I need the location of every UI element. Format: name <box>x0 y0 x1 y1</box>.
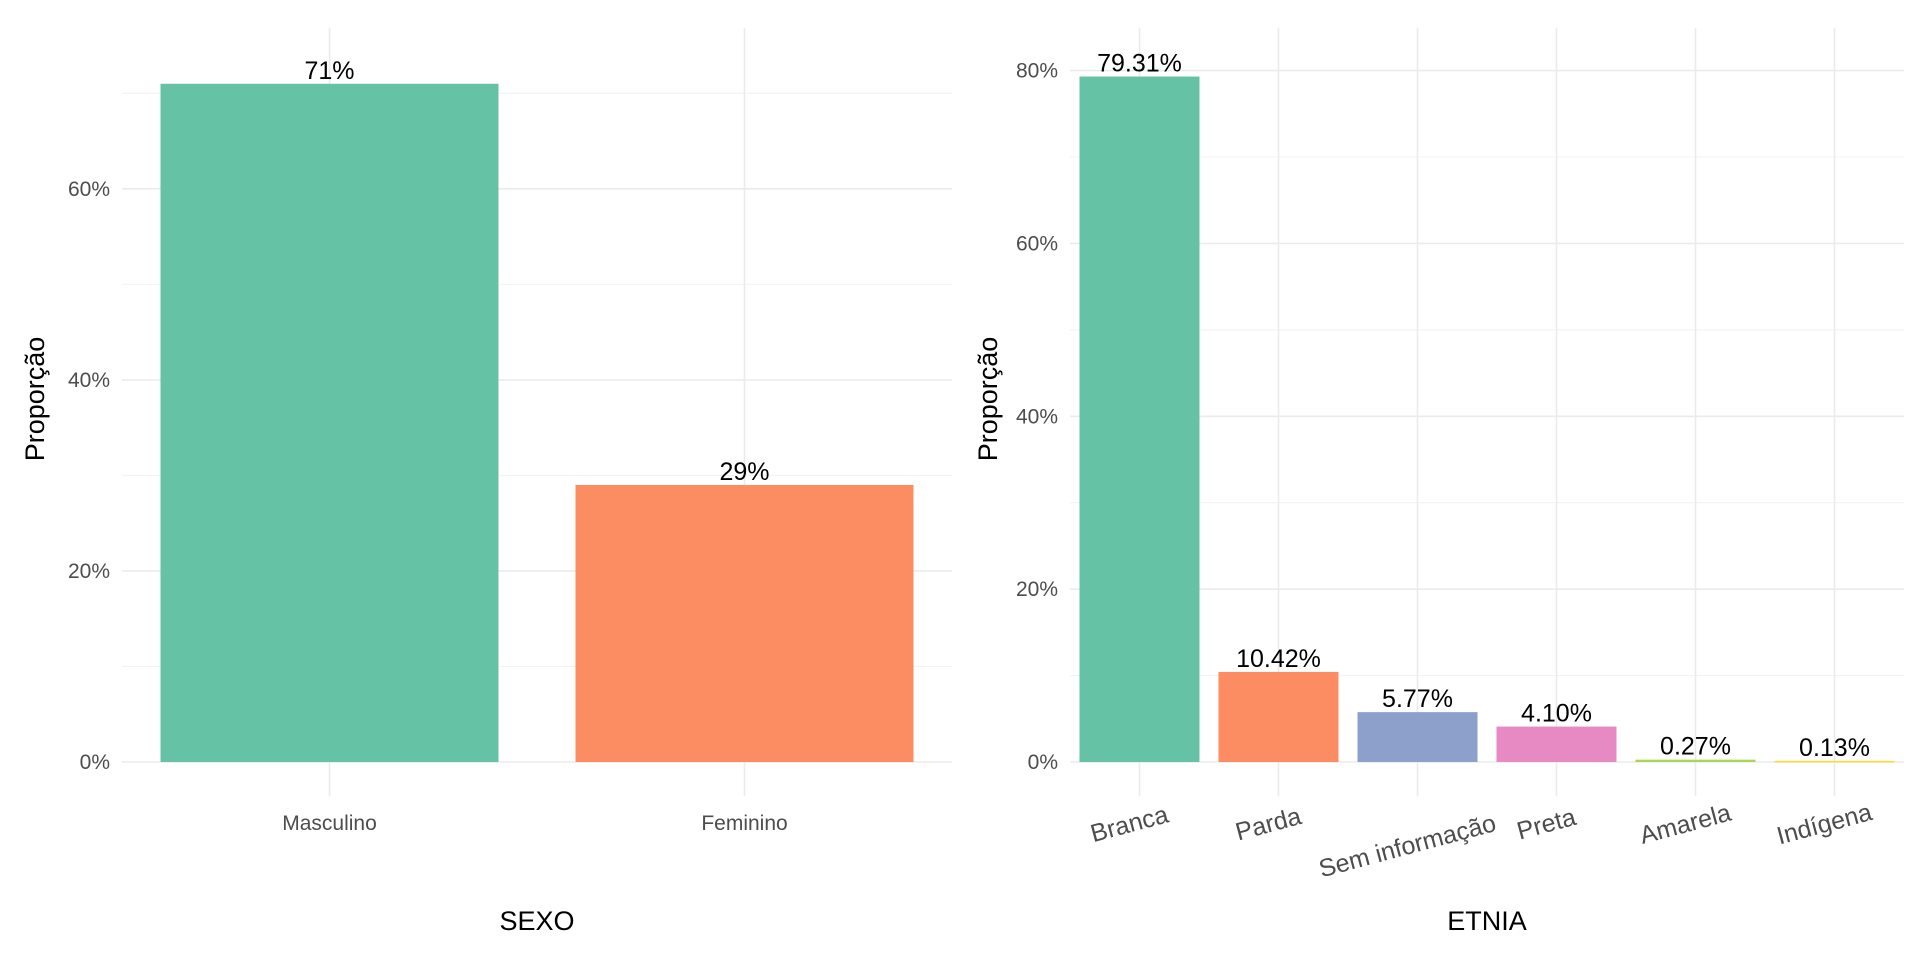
bar-feminino <box>575 484 914 762</box>
x-tick-label-sem-informacao: Sem informação <box>1316 809 1499 883</box>
x-tick-label-indigena: Indígena <box>1774 798 1875 850</box>
y-tick-label: 40% <box>68 369 110 392</box>
y-axis-title: Proporção <box>20 337 50 462</box>
y-tick-label: 0% <box>80 751 110 774</box>
x-axis-title: ETNIA <box>1447 906 1527 936</box>
data-label-masculino: 71% <box>304 57 354 85</box>
bar-branca <box>1079 76 1200 762</box>
y-tick-label: 20% <box>68 560 110 583</box>
x-tick-label-amarela: Amarela <box>1637 799 1734 850</box>
chart-etnia: 0% 20% 40% 60% 80% 79.31% 10.42% 5.77% 4.10% 0.27… <box>973 28 1904 936</box>
bar-masculino <box>160 83 499 762</box>
bar-indigena <box>1774 760 1895 763</box>
data-label-amarela: 0.27% <box>1660 733 1731 761</box>
bar-preta <box>1496 726 1617 762</box>
y-tick-label: 80% <box>1016 60 1058 83</box>
data-label-indigena: 0.13% <box>1799 734 1870 762</box>
y-tick-label: 60% <box>1016 232 1058 255</box>
y-tick-label: 60% <box>68 178 110 201</box>
data-label-preta: 4.10% <box>1521 700 1592 728</box>
x-tick-label-branca: Branca <box>1088 800 1172 848</box>
x-tick-label-parda: Parda <box>1233 802 1305 846</box>
data-label-feminino: 29% <box>719 458 769 486</box>
data-label-branca: 79.31% <box>1097 50 1182 78</box>
chart-sexo: 0% 20% 40% 60% 71% 29% Masculino Feminino SEXO Pr… <box>20 28 952 936</box>
bar-sem-informacao <box>1357 712 1478 762</box>
bar-amarela <box>1635 759 1756 762</box>
x-axis-title: SEXO <box>499 906 574 936</box>
x-tick-label-masculino: Masculino <box>282 812 377 835</box>
y-tick-label: 20% <box>1016 578 1058 601</box>
bar-parda <box>1218 671 1339 762</box>
x-tick-label-preta: Preta <box>1514 803 1579 846</box>
y-axis-title: Proporção <box>973 337 1003 462</box>
data-label-sem-informacao: 5.77% <box>1382 685 1453 713</box>
y-tick-label: 40% <box>1016 405 1058 428</box>
y-tick-label: 0% <box>1028 751 1058 774</box>
x-tick-label-feminino: Feminino <box>701 812 787 835</box>
data-label-parda: 10.42% <box>1236 645 1321 673</box>
